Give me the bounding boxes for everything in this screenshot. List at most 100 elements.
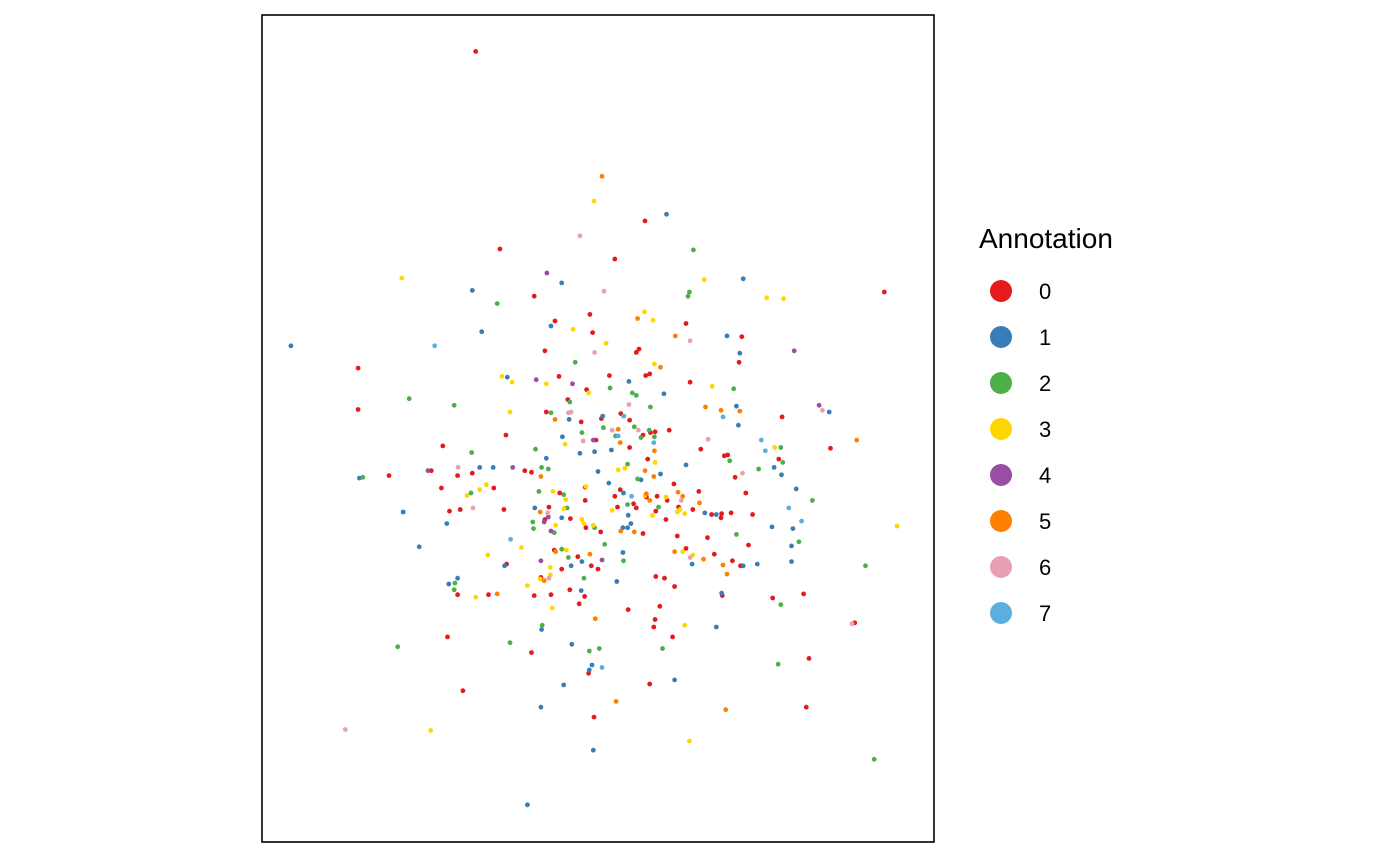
legend-key-6 [990,556,1012,578]
point-annotation-0 [455,473,460,478]
point-annotation-1 [628,521,634,526]
point-annotation-7 [629,493,634,499]
point-annotation-2 [687,289,692,295]
point-annotation-3 [583,484,589,489]
point-annotation-4 [533,377,539,383]
point-annotation-1 [779,472,784,478]
point-annotation-4 [510,465,516,470]
point-annotation-0 [612,256,618,262]
point-annotation-0 [631,501,636,507]
point-annotation-3 [537,576,543,582]
point-annotation-3 [464,493,470,498]
legend-key-1 [990,326,1012,348]
point-annotation-2 [451,402,457,408]
point-annotation-0 [627,445,632,450]
point-annotation-0 [645,456,651,462]
point-annotation-1 [525,802,530,808]
point-annotation-0 [801,591,806,597]
point-annotation-1 [736,422,741,428]
point-annotation-0 [881,289,887,295]
point-annotation-4 [548,528,554,534]
point-annotation-3 [609,508,615,513]
point-annotation-3 [682,622,688,628]
point-annotation-3 [561,506,567,512]
point-annotation-1 [578,588,584,593]
point-annotation-5 [652,448,657,454]
point-annotation-0 [568,516,573,521]
point-annotation-2 [660,646,665,651]
point-annotation-2 [533,446,538,452]
point-annotation-3 [709,383,715,389]
point-annotation-5 [672,333,678,339]
point-annotation-6 [849,621,855,627]
point-annotation-1 [559,515,565,521]
point-annotation-3 [764,295,770,301]
point-annotation-1 [479,329,485,335]
point-annotation-0 [728,510,734,516]
point-annotation-1 [793,486,799,492]
point-annotation-1 [400,509,406,515]
point-annotation-1 [568,563,574,569]
point-annotation-5 [724,571,730,577]
point-annotation-2 [567,399,573,405]
point-annotation-0 [663,517,669,522]
legend-label-3: 3 [1039,417,1051,442]
point-annotation-2 [731,386,737,392]
point-annotation-2 [625,502,630,507]
point-annotation-6 [678,498,684,503]
legend-item-7: 7 [990,601,1051,626]
point-annotation-1 [532,505,538,511]
point-annotation-3 [682,511,688,517]
point-annotation-2 [756,466,761,472]
point-annotation-3 [642,309,647,315]
point-annotation-1 [577,450,583,456]
point-annotation-0 [803,704,809,710]
point-annotation-0 [522,468,528,474]
point-annotation-0 [595,566,601,572]
point-annotation-5 [720,562,726,568]
point-annotation-7 [615,433,621,439]
point-annotation-0 [598,529,604,535]
point-annotation-1 [566,417,572,422]
point-annotation-0 [696,489,702,494]
point-annotation-5 [697,500,702,506]
point-annotation-5 [587,551,593,557]
legend-item-5: 5 [990,509,1051,534]
point-annotation-5 [618,528,624,534]
point-annotation-1 [416,544,422,550]
point-annotation-1 [683,462,689,468]
point-annotation-2 [468,490,474,496]
legend-label-7: 7 [1039,601,1051,626]
point-annotation-5 [703,404,708,410]
point-annotation-2 [778,445,784,450]
point-annotation-2 [561,492,567,498]
point-annotation-4 [599,557,605,563]
point-annotation-0 [670,634,675,640]
point-annotation-3 [562,441,568,447]
point-annotation-1 [504,374,510,380]
point-annotation-2 [586,648,592,654]
point-annotation-6 [740,470,745,476]
point-annotation-2 [566,555,571,560]
point-annotation-1 [560,434,565,440]
legend-item-4: 4 [990,463,1051,488]
point-annotation-1 [702,510,708,516]
point-annotation-1 [502,563,507,569]
point-annotation-3 [674,509,680,515]
point-annotation-2 [631,424,637,430]
point-annotation-0 [469,470,475,476]
point-annotation-1 [490,465,496,470]
point-annotation-0 [642,218,648,224]
point-annotation-5 [537,509,543,515]
point-annotation-1 [477,465,483,470]
point-annotation-3 [781,296,786,302]
point-annotation-4 [590,437,596,443]
point-annotation-3 [399,275,405,281]
legend-item-3: 3 [990,417,1051,442]
point-annotation-0 [552,318,558,324]
point-annotation-1 [469,288,475,293]
legend-label-1: 1 [1039,325,1051,350]
point-annotation-1 [543,455,549,461]
point-annotation-0 [736,359,742,365]
point-annotation-0 [653,508,659,514]
